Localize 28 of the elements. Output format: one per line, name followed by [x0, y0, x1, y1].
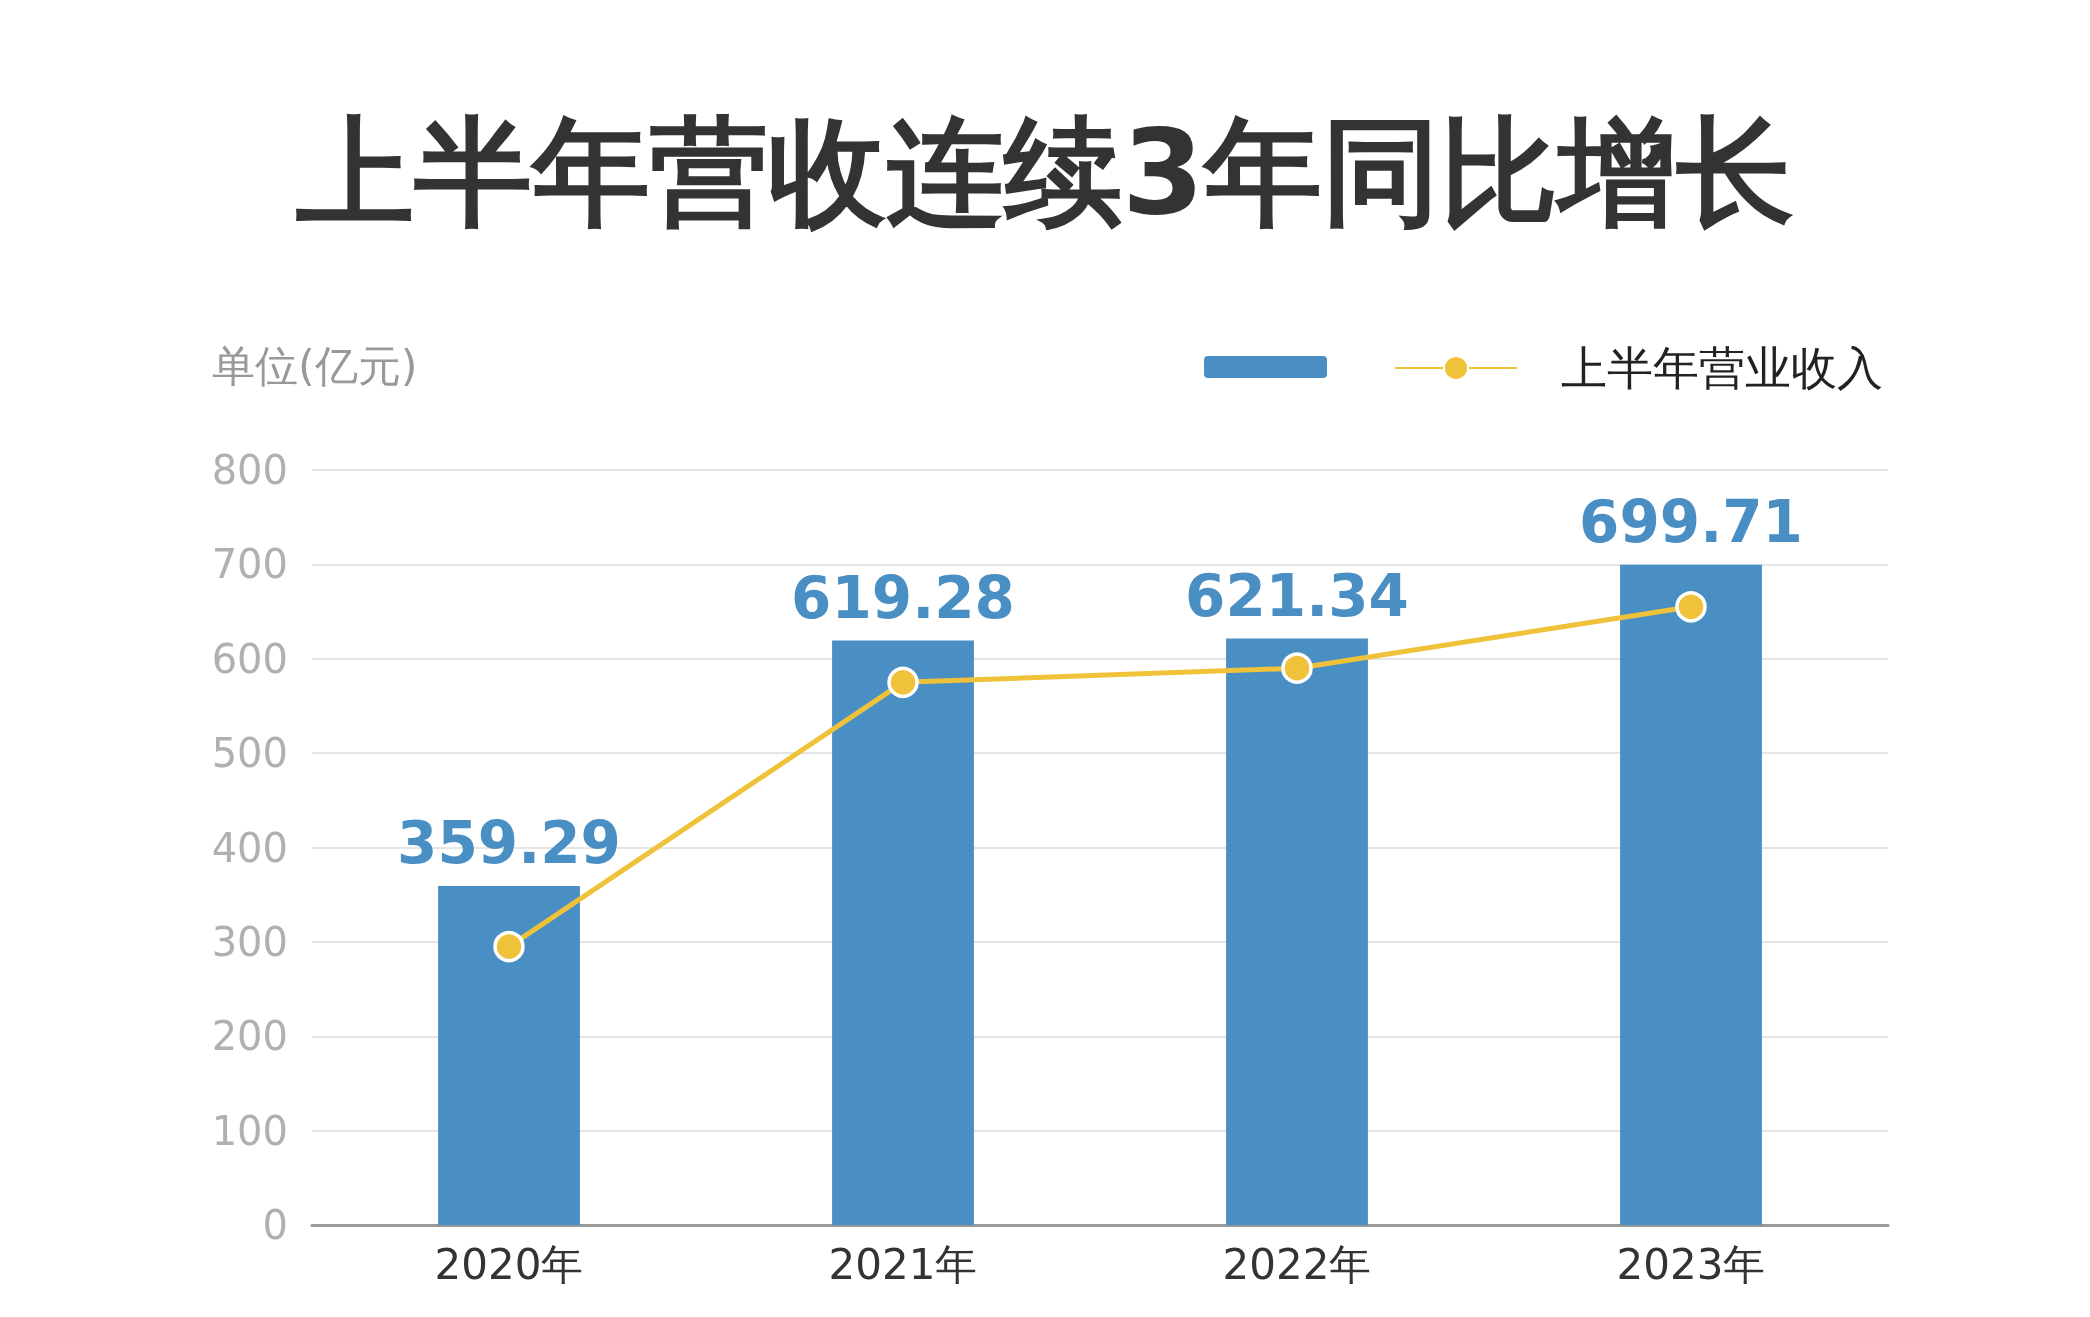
bar [1226, 638, 1368, 1225]
y-tick-label: 300 [211, 918, 288, 965]
x-tick-label: 2021年 [828, 1239, 978, 1289]
y-tick-label: 600 [211, 635, 288, 682]
y-tick-label: 700 [211, 541, 288, 588]
y-tick-label: 100 [211, 1107, 288, 1154]
bar [1620, 564, 1762, 1225]
x-tick-label: 2020年 [434, 1239, 584, 1289]
legend-label: 上半年营业收入 [1561, 341, 1883, 395]
data-label: 359.29 [397, 808, 621, 877]
point [1675, 591, 1707, 623]
point [493, 930, 525, 963]
y-tick-label: 200 [211, 1013, 288, 1060]
y-axis-title: 单位(亿元) [212, 341, 418, 391]
point [1281, 652, 1313, 684]
point [887, 666, 919, 699]
data-label: 699.71 [1579, 487, 1803, 556]
bar [438, 885, 580, 1225]
bar [832, 640, 974, 1225]
y-tick-label: 0 [262, 1202, 288, 1248]
data-label: 621.34 [1185, 561, 1409, 630]
chart-title: 上半年营收连续3年同比增长 [295, 103, 1795, 241]
y-tick-label: 800 [211, 447, 288, 493]
x-tick-label: 2023年 [1616, 1239, 1766, 1289]
data-label: 619.28 [791, 563, 1015, 632]
y-tick-label: 500 [211, 730, 288, 777]
x-tick-label: 2022年 [1222, 1239, 1372, 1289]
y-tick-label: 400 [211, 824, 288, 871]
